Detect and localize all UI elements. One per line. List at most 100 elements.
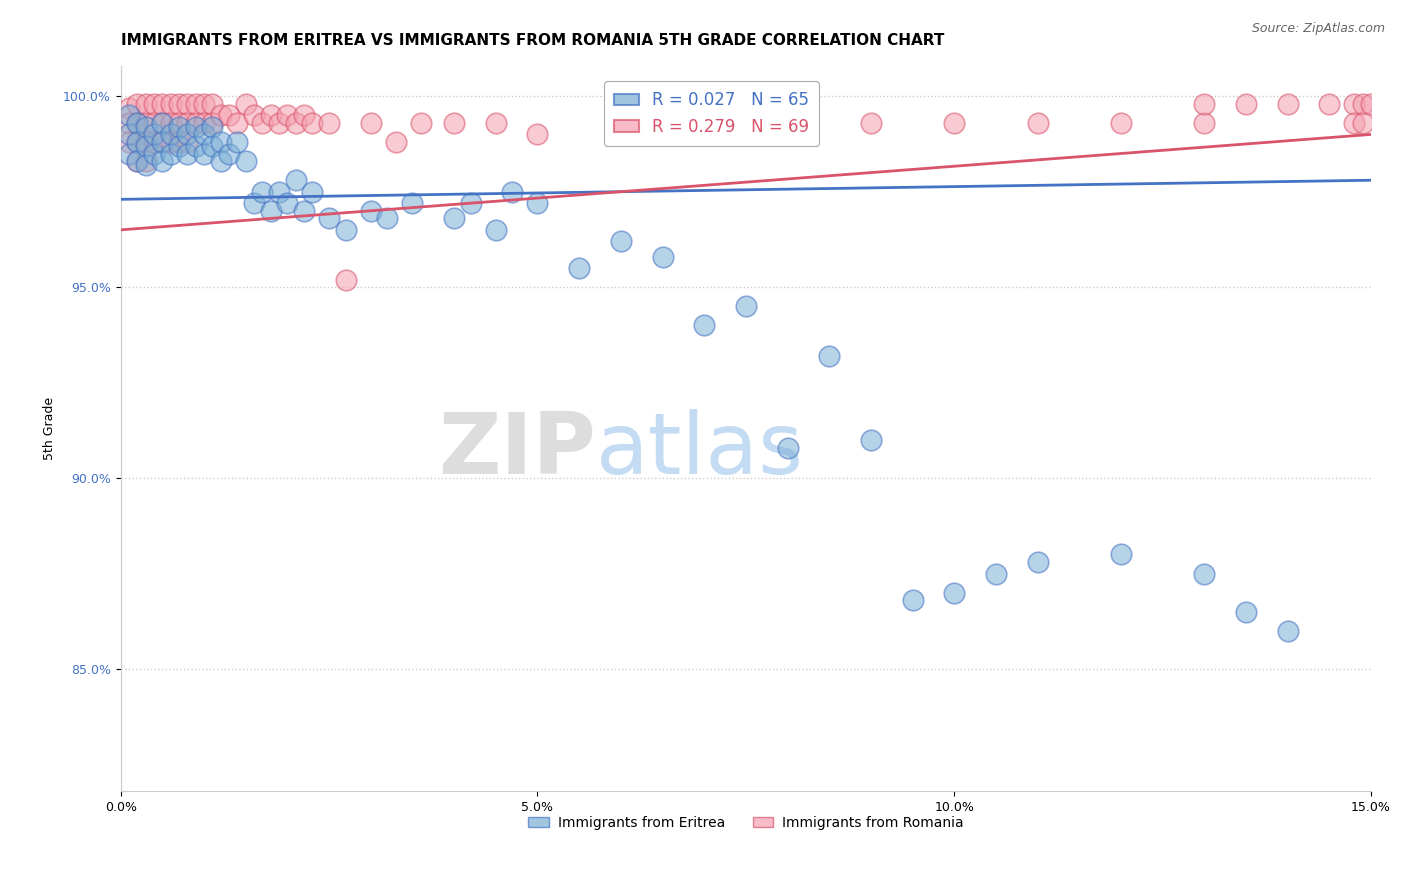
- Point: [260, 203, 283, 218]
- Point: [135, 154, 157, 169]
- Point: [176, 135, 198, 149]
- Point: [360, 203, 382, 218]
- Point: [377, 211, 399, 226]
- Point: [127, 154, 149, 169]
- Point: [127, 135, 149, 149]
- Point: [143, 135, 166, 149]
- Point: [485, 223, 508, 237]
- Point: [143, 146, 166, 161]
- Point: [260, 108, 283, 122]
- Point: [118, 116, 141, 130]
- Point: [167, 135, 190, 149]
- Point: [184, 120, 207, 134]
- Point: [159, 96, 181, 111]
- Point: [693, 116, 716, 130]
- Text: ZIP: ZIP: [439, 409, 596, 491]
- Point: [167, 139, 190, 153]
- Point: [176, 128, 198, 142]
- Text: Source: ZipAtlas.com: Source: ZipAtlas.com: [1251, 22, 1385, 36]
- Point: [167, 116, 190, 130]
- Point: [159, 146, 181, 161]
- Point: [276, 108, 298, 122]
- Point: [1026, 555, 1049, 569]
- Point: [526, 128, 548, 142]
- Point: [150, 154, 173, 169]
- Point: [901, 593, 924, 607]
- Point: [135, 139, 157, 153]
- Point: [1194, 96, 1216, 111]
- Point: [235, 154, 257, 169]
- Point: [209, 154, 232, 169]
- Point: [118, 146, 141, 161]
- Point: [360, 116, 382, 130]
- Point: [127, 116, 149, 130]
- Point: [159, 135, 181, 149]
- Point: [776, 441, 799, 455]
- Point: [335, 223, 357, 237]
- Point: [1343, 96, 1365, 111]
- Point: [776, 116, 799, 130]
- Point: [118, 101, 141, 115]
- Point: [859, 116, 882, 130]
- Point: [159, 116, 181, 130]
- Point: [1360, 96, 1382, 111]
- Point: [135, 116, 157, 130]
- Point: [226, 116, 249, 130]
- Point: [252, 185, 274, 199]
- Point: [1109, 116, 1132, 130]
- Point: [1194, 116, 1216, 130]
- Point: [243, 196, 266, 211]
- Point: [143, 116, 166, 130]
- Point: [150, 116, 173, 130]
- Point: [150, 116, 173, 130]
- Point: [118, 108, 141, 122]
- Point: [226, 135, 249, 149]
- Point: [292, 203, 315, 218]
- Point: [301, 185, 323, 199]
- Point: [218, 146, 240, 161]
- Point: [127, 154, 149, 169]
- Point: [167, 96, 190, 111]
- Point: [159, 128, 181, 142]
- Point: [201, 116, 224, 130]
- Point: [485, 116, 508, 130]
- Point: [235, 96, 257, 111]
- Point: [318, 116, 340, 130]
- Point: [693, 318, 716, 333]
- Point: [118, 135, 141, 149]
- Point: [193, 128, 215, 142]
- Point: [267, 116, 290, 130]
- Point: [401, 196, 423, 211]
- Point: [1026, 116, 1049, 130]
- Point: [127, 135, 149, 149]
- Point: [1351, 96, 1374, 111]
- Point: [193, 146, 215, 161]
- Point: [184, 116, 207, 130]
- Point: [384, 135, 406, 149]
- Point: [1277, 624, 1299, 638]
- Point: [409, 116, 432, 130]
- Point: [1277, 96, 1299, 111]
- Text: atlas: atlas: [596, 409, 804, 491]
- Point: [209, 108, 232, 122]
- Point: [443, 211, 465, 226]
- Point: [184, 96, 207, 111]
- Point: [1194, 566, 1216, 581]
- Point: [1234, 96, 1257, 111]
- Point: [859, 433, 882, 447]
- Point: [818, 349, 841, 363]
- Point: [460, 196, 482, 211]
- Point: [135, 158, 157, 172]
- Y-axis label: 5th Grade: 5th Grade: [44, 397, 56, 460]
- Point: [1351, 116, 1374, 130]
- Point: [568, 261, 591, 276]
- Point: [201, 96, 224, 111]
- Point: [284, 173, 307, 187]
- Point: [318, 211, 340, 226]
- Point: [135, 120, 157, 134]
- Point: [127, 96, 149, 111]
- Point: [984, 566, 1007, 581]
- Legend: Immigrants from Eritrea, Immigrants from Romania: Immigrants from Eritrea, Immigrants from…: [523, 810, 969, 835]
- Point: [943, 116, 966, 130]
- Text: IMMIGRANTS FROM ERITREA VS IMMIGRANTS FROM ROMANIA 5TH GRADE CORRELATION CHART: IMMIGRANTS FROM ERITREA VS IMMIGRANTS FR…: [121, 33, 943, 48]
